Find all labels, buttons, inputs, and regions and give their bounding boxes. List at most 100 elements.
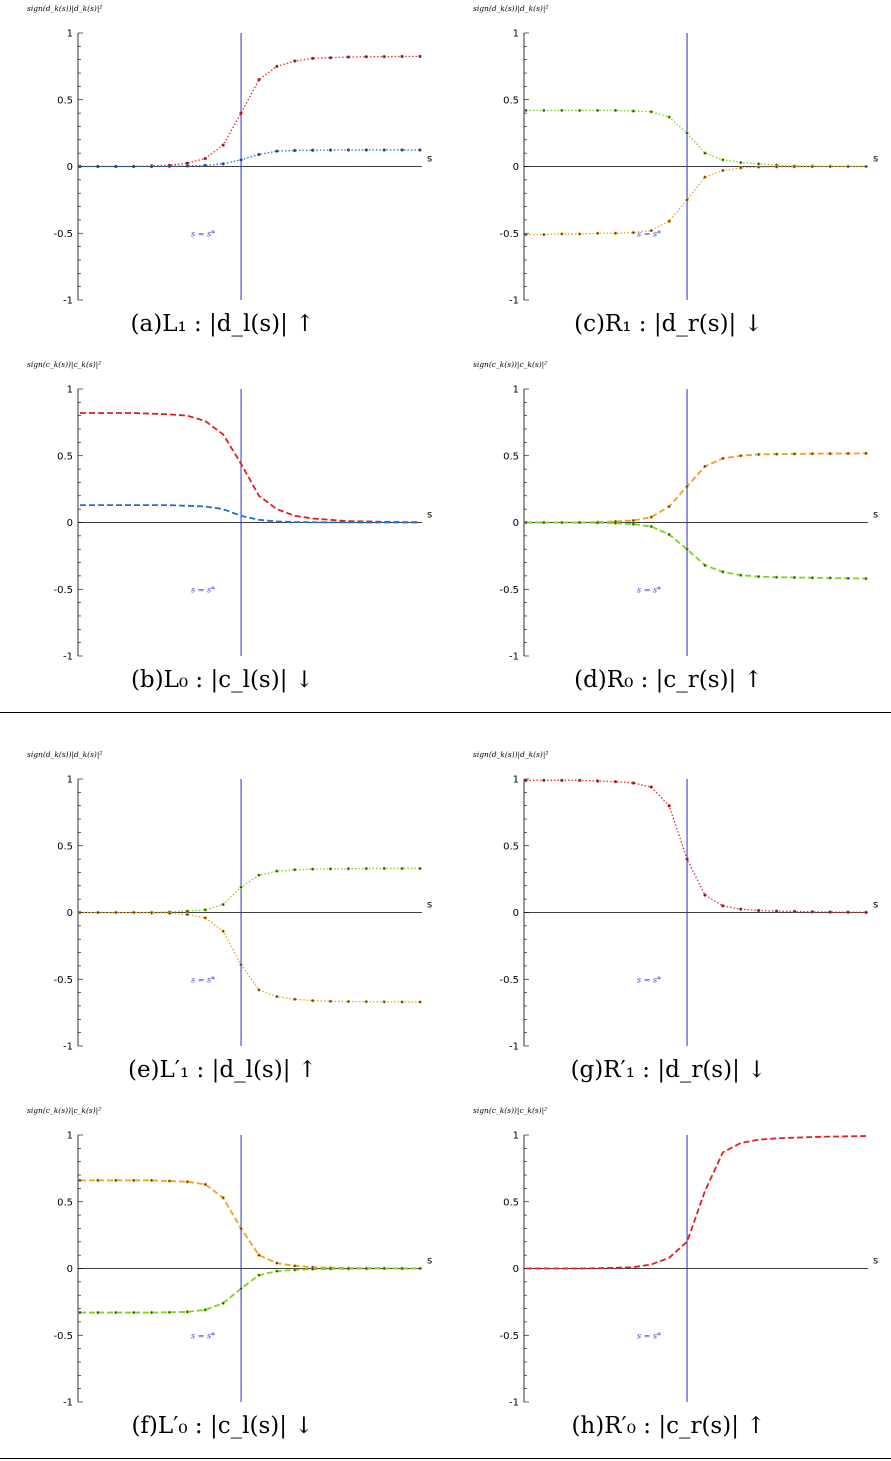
data-point — [275, 1269, 279, 1273]
data-point — [613, 780, 618, 784]
data-point — [203, 1182, 207, 1186]
data-point — [774, 575, 779, 579]
y-axis-label: sign(c_k(s))|c_k(s)|² — [27, 360, 102, 369]
data-point — [560, 520, 564, 525]
data-point — [185, 164, 189, 168]
data-point — [346, 867, 351, 871]
data-point — [203, 916, 207, 920]
data-point — [328, 148, 333, 152]
data-point — [114, 164, 118, 169]
y-tick-label: 0.5 — [57, 841, 73, 852]
data-point — [667, 532, 671, 537]
y-tick-label: 0.5 — [57, 451, 73, 462]
chart-panel-h: sign(c_k(s))|c_k(s)|² 1 0.5 0 -0.5 -1 s s = s*… — [446, 1102, 891, 1442]
y-tick-label: 1 — [513, 775, 519, 786]
data-point — [828, 164, 832, 169]
data-point — [239, 158, 243, 162]
data-point — [382, 866, 386, 871]
chart-panel-c: sign(d_k(s))|d_k(s)|² 1 0.5 0 -0.5 -1 s s = s*… — [446, 0, 891, 340]
data-point — [864, 576, 868, 581]
y-tick-label: -0.5 — [53, 1331, 73, 1342]
data-point — [418, 1000, 422, 1004]
data-point — [560, 232, 564, 236]
data-point — [757, 908, 761, 913]
data-point — [810, 165, 814, 169]
data-point — [221, 1196, 225, 1200]
data-point — [257, 152, 261, 157]
data-point — [346, 999, 351, 1004]
data-point — [382, 55, 386, 59]
data-point — [96, 1310, 100, 1315]
data-point — [400, 866, 404, 871]
data-point — [864, 451, 868, 455]
y-tick-label: -1 — [63, 1398, 73, 1409]
data-point — [667, 504, 671, 509]
data-point — [132, 1310, 136, 1315]
y-tick-label: -1 — [63, 296, 73, 307]
y-tick-label: -0.5 — [499, 975, 519, 986]
data-point — [613, 108, 618, 113]
data-point — [185, 912, 189, 917]
series-line-2 — [80, 911, 420, 1003]
s-star-label: s = s* — [637, 975, 661, 984]
series-line-1 — [80, 867, 420, 914]
data-point — [239, 1286, 243, 1291]
y-tick-label: 0.5 — [503, 451, 519, 462]
data-point — [293, 59, 297, 63]
y-axis-label: sign(c_k(s))|c_k(s)|² — [473, 1106, 548, 1115]
y-axis-label: sign(d_k(s))|d_k(s)|² — [27, 750, 103, 759]
series-line-1 — [526, 779, 867, 914]
data-point — [810, 452, 814, 456]
chart-panel-d: sign(c_k(s))|c_k(s)|² 1 0.5 0 -0.5 -1 s s = s*… — [446, 356, 891, 696]
data-point — [221, 143, 225, 147]
data-point — [257, 988, 261, 992]
data-point — [364, 1267, 368, 1271]
y-tick-label: 0.5 — [57, 95, 73, 106]
y-axis-label: sign(c_k(s))|c_k(s)|² — [473, 360, 548, 369]
series-line-1 — [80, 412, 421, 524]
data-point — [739, 160, 743, 165]
y-tick-label: -0.5 — [499, 1331, 519, 1342]
data-point — [78, 910, 82, 915]
data-point — [311, 56, 315, 60]
data-point — [595, 521, 600, 525]
data-point — [757, 574, 761, 579]
data-point — [293, 868, 297, 872]
chart-g-svg: 1 0.5 0 -0.5 -1 s s = s* — [499, 775, 878, 1053]
data-point — [221, 902, 225, 907]
data-point — [542, 778, 546, 782]
data-point — [167, 164, 172, 168]
data-point — [792, 909, 797, 914]
series-line-1 — [80, 1179, 420, 1270]
y-tick-label: 1 — [513, 385, 519, 396]
data-point — [649, 785, 653, 789]
data-point — [257, 873, 261, 877]
caption-e: (e)L′₁ : |d_l(s)| ↑ — [127, 1057, 318, 1083]
data-point — [649, 110, 653, 114]
data-point — [774, 165, 779, 169]
data-point — [364, 1000, 368, 1004]
y-tick-label: 0.5 — [57, 1197, 73, 1208]
data-point — [846, 576, 850, 580]
x-axis-label: s — [427, 154, 432, 165]
data-point — [167, 911, 172, 915]
chart-e-svg: 1 0.5 0 -0.5 -1 s s = s* — [53, 775, 432, 1053]
data-point — [721, 570, 725, 574]
data-point — [757, 165, 761, 169]
x-axis-label: s — [873, 1256, 878, 1267]
data-point — [328, 1267, 333, 1271]
chart-panel-g: sign(d_k(s))|d_k(s)|² 1 0.5 0 -0.5 -1 s s = s*… — [446, 746, 891, 1086]
chart-panel-e: sign(d_k(s))|d_k(s)|² 1 0.5 0 -0.5 -1 s s = s*… — [0, 746, 445, 1086]
y-tick-label: 1 — [67, 29, 73, 40]
caption-b: (b)L₀ : |c_l(s)| ↓ — [130, 667, 315, 693]
data-point — [96, 910, 100, 915]
caption-f: (f)L′₀ : |c_l(s)| ↓ — [131, 1413, 314, 1439]
data-point — [221, 1301, 225, 1305]
data-point — [132, 164, 136, 169]
x-axis-label: s — [873, 154, 878, 165]
y-tick-label: -0.5 — [499, 585, 519, 596]
data-point — [185, 909, 189, 913]
x-axis-label: s — [427, 1256, 432, 1267]
data-point — [311, 1267, 315, 1271]
series-line-2 — [526, 521, 867, 580]
